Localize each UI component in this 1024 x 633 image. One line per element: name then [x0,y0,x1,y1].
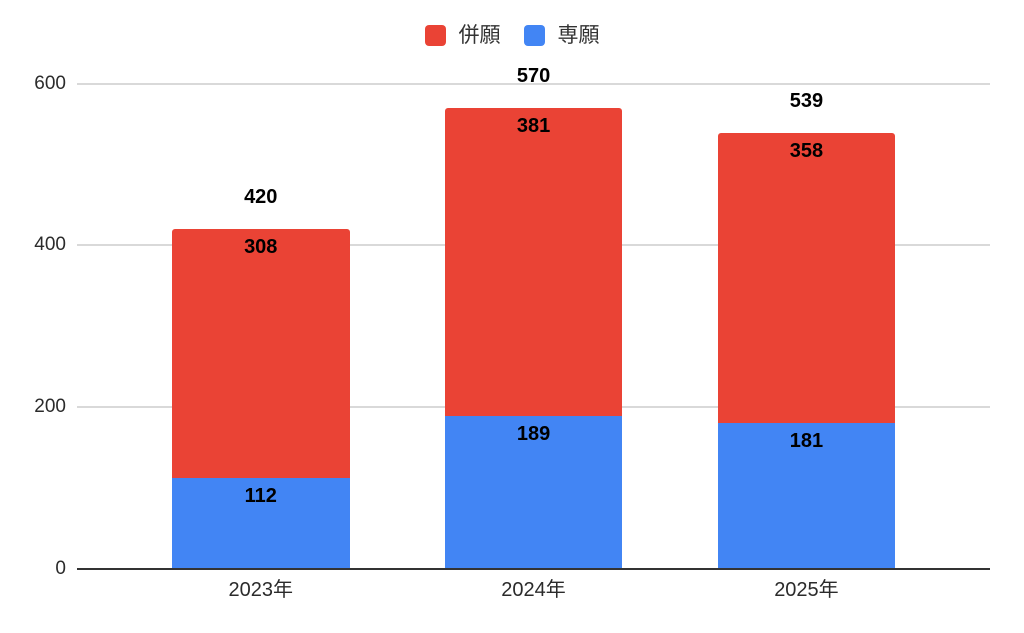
legend-label: 併願 [458,24,501,47]
segment-value-label: 308 [244,236,278,259]
bar-total-label: 420 [244,186,278,209]
y-axis-tick-label: 200 [34,396,66,418]
x-axis-baseline [77,568,990,570]
bar-segment-専願 [444,416,623,569]
segment-value-label: 181 [789,429,824,452]
legend-item-併願: 併願 [424,24,501,47]
x-axis-tick-label: 2025年 [774,579,839,601]
x-axis-tick-label: 2024年 [501,579,566,601]
bar-total-label: 570 [516,64,551,87]
segment-value-label: 381 [516,114,551,137]
y-axis-tick-label: 400 [34,234,66,256]
bar-segment-併願 [172,229,350,479]
segment-value-label: 189 [516,423,551,446]
gridline-600 [77,82,990,85]
segment-value-label: 112 [244,485,277,508]
bar-total-label: 539 [789,89,824,112]
bar-segment-専願 [717,422,896,569]
y-axis-tick-label: 0 [55,558,66,579]
legend-swatch-icon [523,25,545,46]
legend-item-専願: 専願 [523,24,600,47]
bar-segment-併願 [444,107,623,417]
bar-segment-併願 [717,132,896,423]
bar-segment-専願 [172,478,350,569]
segment-value-label: 358 [789,139,824,162]
chart-legend: 併願 専願 [0,25,1024,46]
legend-label: 専願 [557,24,600,47]
x-axis-tick-label: 2023年 [228,579,294,601]
y-axis-tick-label: 600 [34,72,66,94]
legend-swatch-icon [424,25,446,46]
